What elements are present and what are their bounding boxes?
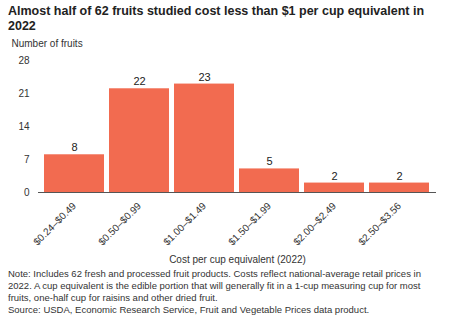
svg-text:23: 23 [198,71,210,83]
svg-text:14: 14 [18,121,30,132]
svg-text:$0.50–$0.99: $0.50–$0.99 [96,200,143,247]
html-text:Almost half of 62 fruits studi: Almost half of 62 fruits studied cost le… [8,4,425,33]
svg-text:7: 7 [24,154,30,165]
svg-text:28: 28 [18,55,30,66]
svg-text:2: 2 [331,170,337,182]
svg-text:22: 22 [133,75,145,87]
svg-text:0: 0 [24,187,30,198]
svg-text:8: 8 [71,141,77,153]
html-text:Source: USDA, Economic Researc: Source: USDA, Economic Research Service,… [8,304,370,315]
svg-text:Cost per cup equivalent (2022): Cost per cup equivalent (2022) [169,254,306,265]
html-text:Note: Includes 62 fresh and pr: Note: Includes 62 fresh and processed fr… [8,268,421,303]
svg-text:$2.50–$3.56: $2.50–$3.56 [356,200,403,247]
svg-text:$1.50–$1.99: $1.50–$1.99 [226,200,273,247]
svg-text:$0.24–$0.49: $0.24–$0.49 [31,200,78,247]
svg-text:21: 21 [18,88,30,99]
svg-text:2: 2 [396,170,402,182]
svg-text:$2.00–$2.49: $2.00–$2.49 [291,200,338,247]
svg-text:$1.00–$1.49: $1.00–$1.49 [161,200,208,247]
svg-text:5: 5 [266,155,272,167]
svg-text:Number of fruits: Number of fruits [12,38,83,49]
